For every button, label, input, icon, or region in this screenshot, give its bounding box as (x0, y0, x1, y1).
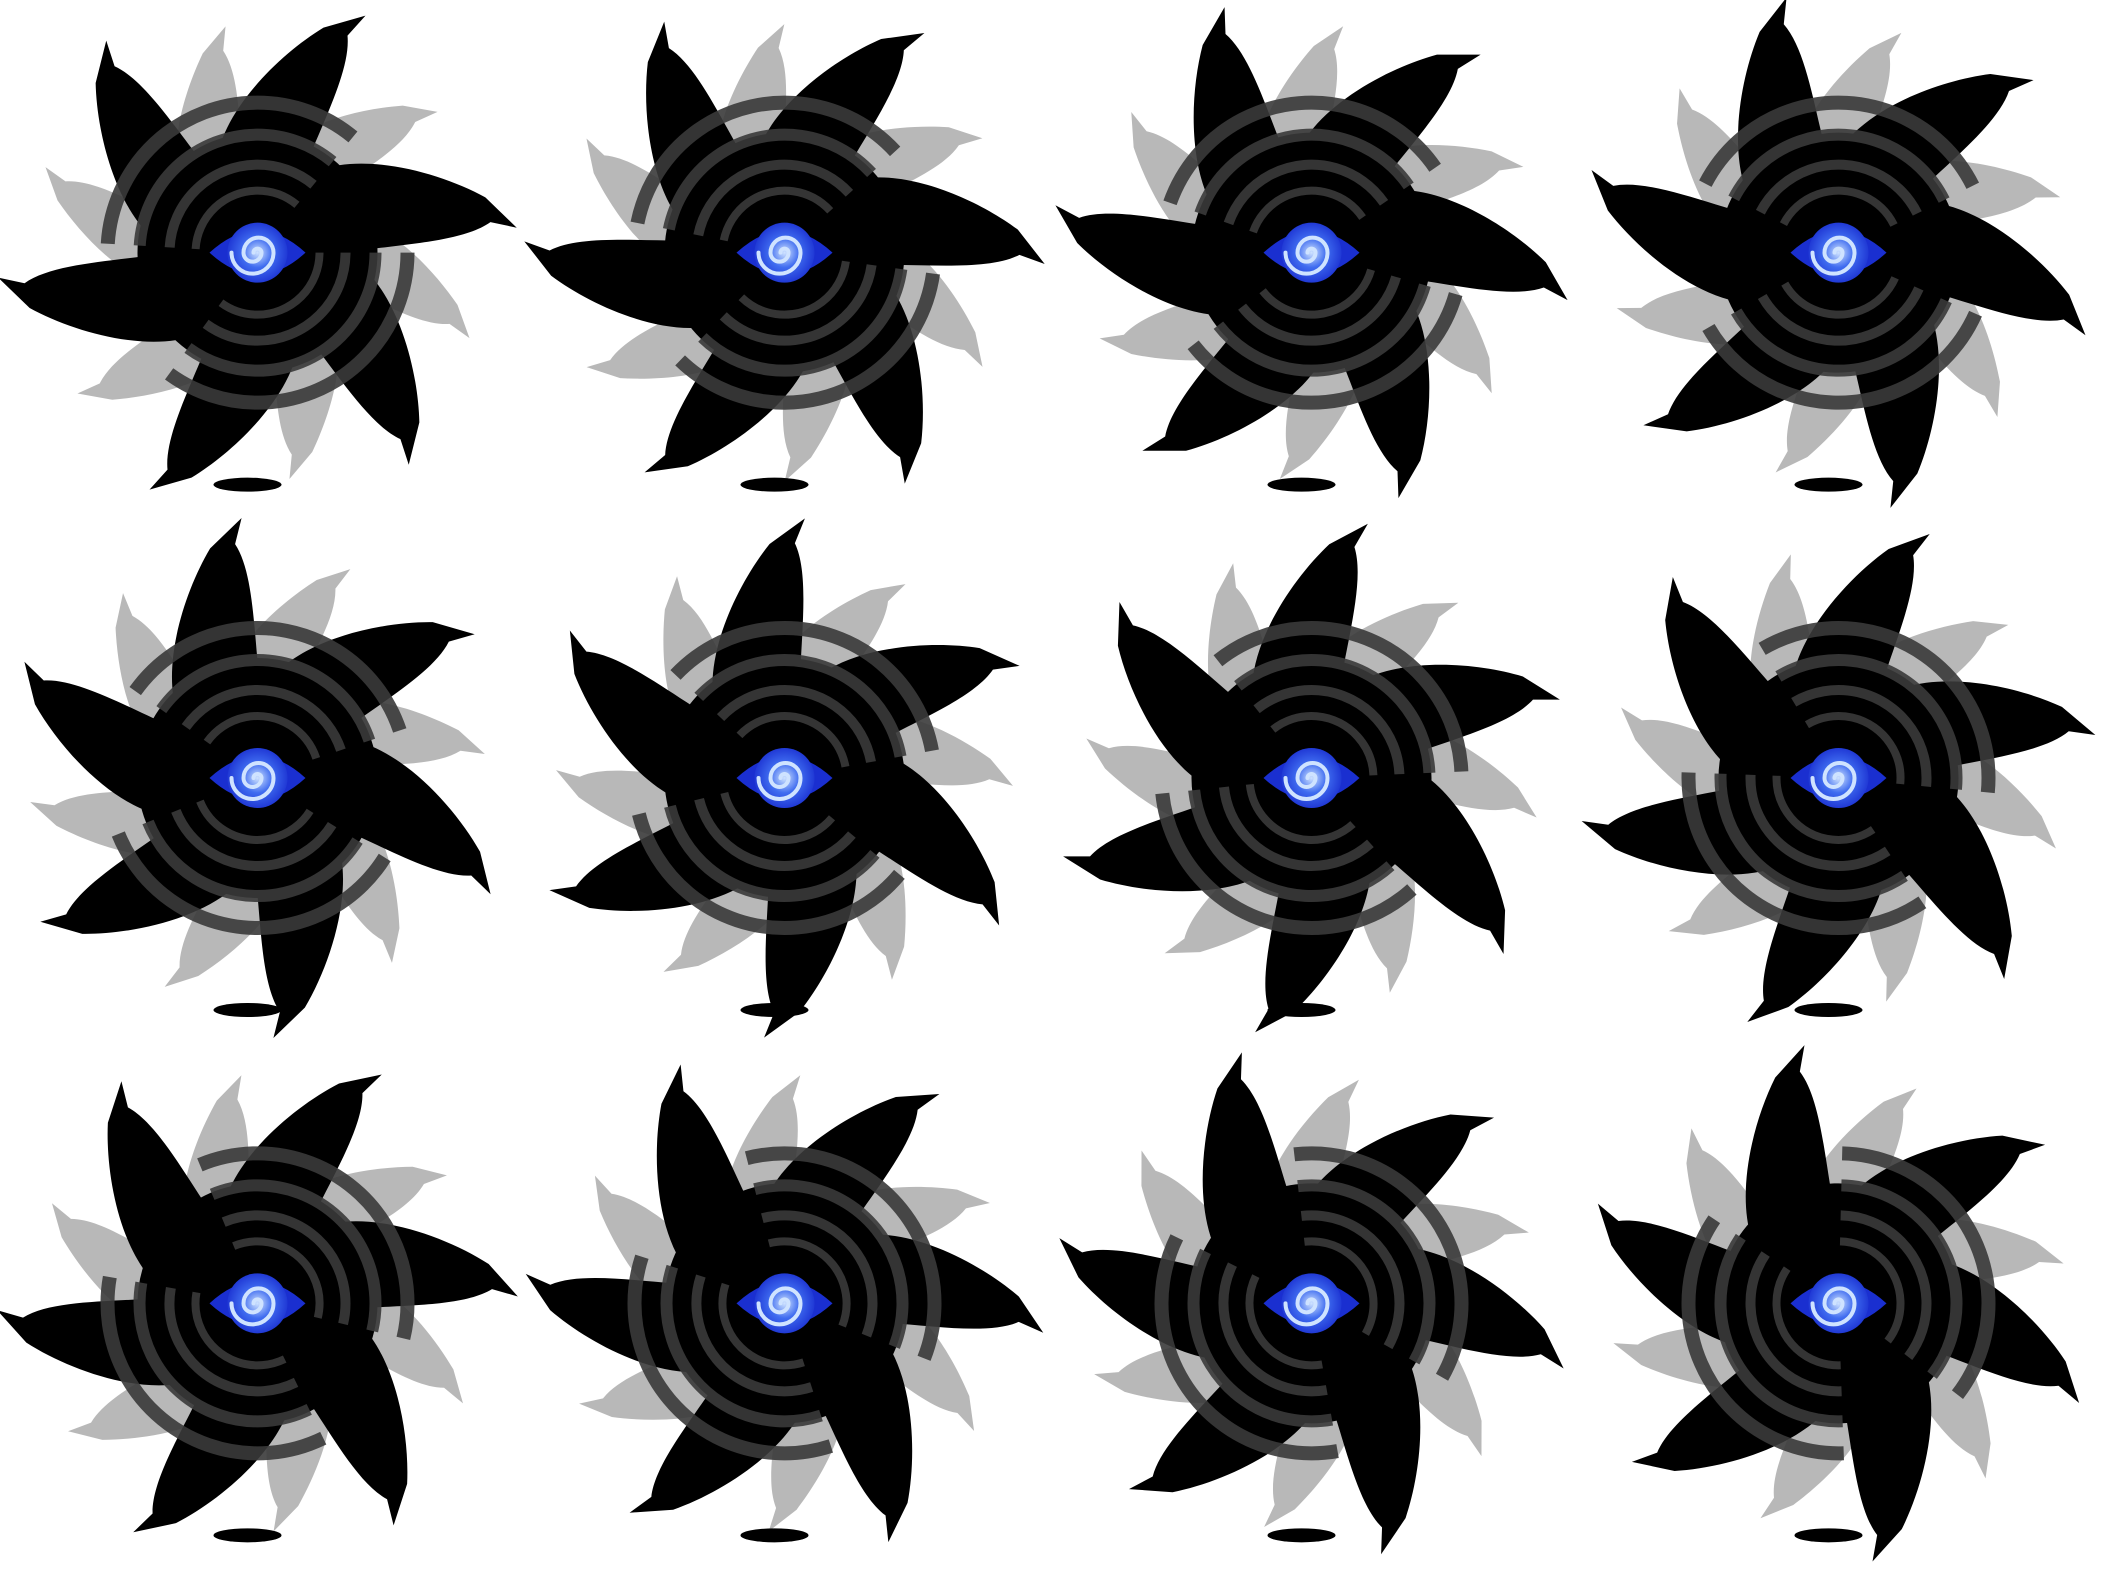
eye-icon (1263, 748, 1360, 808)
spiral-ring (1187, 654, 1436, 902)
sprite-frame (1581, 534, 2096, 1022)
shadow-fleck (740, 1528, 809, 1543)
shadow-fleck (1794, 1528, 1863, 1543)
spiral-ring (1772, 186, 1905, 319)
eye-icon (736, 222, 833, 283)
spiral-ring (1745, 685, 1932, 871)
sprite-frame (1063, 523, 1560, 1033)
sprite-frame (1597, 1045, 2080, 1562)
sprite-frame (0, 1074, 518, 1543)
shadow-fleck (740, 1003, 809, 1017)
shadow-fleck (1267, 1528, 1336, 1543)
shadow-fleck (213, 477, 282, 492)
eye-icon (209, 1273, 306, 1334)
spiral-ring (660, 128, 909, 377)
sprite-frame (24, 518, 491, 1038)
eye-icon (1790, 748, 1887, 808)
sprite-frame (525, 1064, 1044, 1543)
spiral-ring (718, 186, 851, 319)
shadow-fleck (1794, 477, 1863, 492)
spiral-ring (100, 621, 415, 935)
spiral-ring (164, 159, 351, 346)
sprite-frame (1055, 7, 1568, 499)
spiral-ring (100, 95, 415, 410)
sprite-frame (524, 21, 1045, 492)
spiral-ring (1745, 159, 1932, 346)
eye-icon (736, 1273, 833, 1334)
sprite-frame (1059, 1052, 1564, 1555)
eye-icon (209, 222, 306, 283)
spiral-ring (1714, 654, 1963, 902)
spiral-ring (691, 159, 878, 346)
sprite-frame (0, 15, 517, 492)
spiral-ring (1154, 95, 1469, 410)
spiral-ring (691, 1210, 878, 1397)
shadow-fleck (213, 1528, 282, 1543)
shadow-fleck (1794, 1003, 1863, 1017)
spiral-ring (1187, 128, 1436, 377)
spiral-ring (627, 1146, 942, 1461)
sprite-frame (549, 518, 1020, 1038)
eye-icon (736, 748, 833, 808)
shadow-fleck (1267, 1003, 1336, 1017)
sprite-frame (1591, 0, 2086, 508)
spiral-ring (1714, 128, 1963, 377)
spiral-ring (627, 621, 942, 935)
eye-icon (1263, 222, 1360, 283)
eye-icon (1263, 1273, 1360, 1334)
spiral-ring (718, 712, 851, 844)
spiral-ring (1681, 621, 1996, 935)
spiral-ring (1772, 712, 1905, 844)
shadow-fleck (213, 1003, 282, 1017)
spiral-ring (191, 186, 324, 319)
spiral-ring (133, 128, 382, 377)
eye-icon (1790, 222, 1887, 283)
eye-icon (1790, 1273, 1887, 1334)
shadow-fleck (1267, 477, 1336, 492)
eye-icon (209, 748, 306, 808)
spiral-ring (1218, 1210, 1405, 1397)
spiral-ring (133, 1179, 382, 1428)
shadow-fleck (740, 477, 809, 492)
